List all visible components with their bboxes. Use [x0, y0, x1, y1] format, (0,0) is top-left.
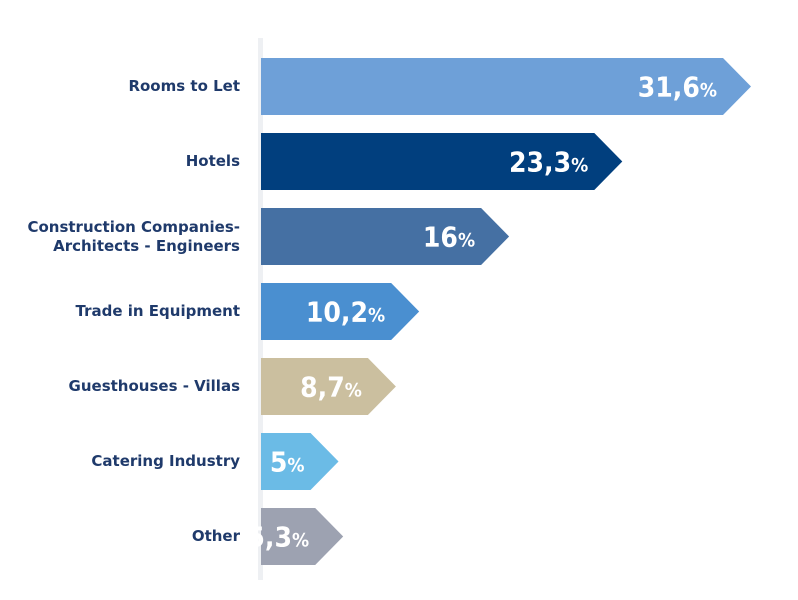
axis-shadow	[258, 38, 263, 580]
bar-group: 8,7%	[261, 358, 396, 415]
bar-value-label: 10,2%	[306, 296, 385, 329]
bar-value-unit: %	[292, 530, 309, 552]
bar-value-label: 5,3%	[247, 521, 309, 554]
bar	[261, 283, 420, 340]
bar	[261, 358, 396, 415]
bar-value-unit: %	[700, 80, 717, 102]
bar-value-label: 16%	[423, 221, 475, 254]
bar-group: 10,2%	[261, 283, 420, 340]
bar-value-number: 5	[270, 446, 288, 479]
category-label: Catering Industry	[91, 452, 240, 470]
bar-value-unit: %	[345, 380, 362, 402]
bar-value-number: 10,2	[306, 296, 368, 329]
bar-group: 5%	[261, 433, 339, 490]
bar-value-unit: %	[368, 305, 385, 327]
bar-group: 16%	[261, 208, 510, 265]
bar-value-unit: %	[287, 455, 304, 477]
bar-value-number: 16	[423, 221, 458, 254]
category-label: Guesthouses - Villas	[68, 377, 240, 395]
bar	[261, 133, 623, 190]
bar-group: 5,3%	[247, 508, 344, 565]
category-label: Construction Companies- Architects - Eng…	[27, 217, 240, 255]
category-label: Other	[191, 527, 240, 545]
bar-value-number: 8,7	[300, 371, 345, 404]
category-label: Trade in Equipment	[75, 302, 240, 320]
bar	[261, 208, 510, 265]
bar-group: 31,6%	[261, 58, 751, 115]
bar-value-number: 31,6	[638, 71, 700, 104]
bar-value-label: 23,3%	[509, 146, 588, 179]
bar	[261, 58, 751, 115]
bar-value-unit: %	[571, 155, 588, 177]
bar-value-unit: %	[458, 230, 475, 252]
category-label: Hotels	[185, 152, 240, 170]
category-label: Rooms to Let	[128, 77, 240, 95]
bar-value-label: 31,6%	[638, 71, 717, 104]
bar-value-number: 5,3	[247, 521, 292, 554]
bar-value-number: 23,3	[509, 146, 571, 179]
bar-group: 23,3%	[261, 133, 623, 190]
bar-value-label: 5%	[270, 446, 305, 479]
bar	[261, 508, 344, 565]
bar	[261, 433, 339, 490]
bar-value-label: 8,7%	[300, 371, 362, 404]
